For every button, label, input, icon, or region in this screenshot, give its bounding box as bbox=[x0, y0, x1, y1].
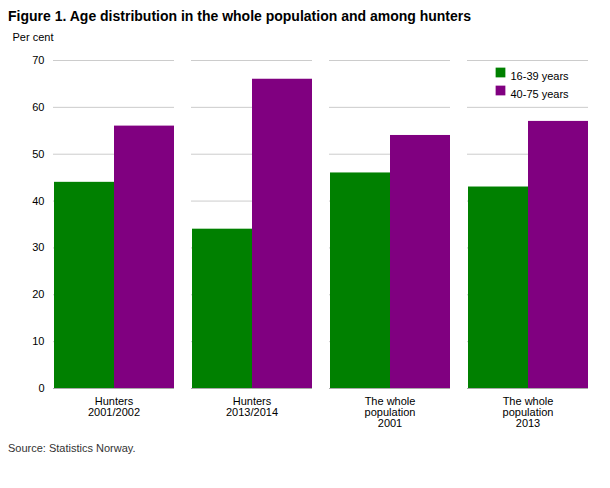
svg-text:Hunters2013/2014: Hunters2013/2014 bbox=[226, 395, 278, 418]
svg-text:16-39 years: 16-39 years bbox=[511, 70, 570, 82]
svg-text:30: 30 bbox=[32, 241, 44, 253]
svg-text:50: 50 bbox=[32, 148, 44, 160]
svg-text:40-75 years: 40-75 years bbox=[511, 88, 570, 100]
svg-text:70: 70 bbox=[32, 54, 44, 66]
svg-text:20: 20 bbox=[32, 288, 44, 300]
html-text:Source: Statistics Norway.: Source: Statistics Norway. bbox=[8, 442, 136, 454]
svg-text:10: 10 bbox=[32, 335, 44, 347]
svg-text:Hunters2001/2002: Hunters2001/2002 bbox=[88, 395, 140, 418]
svg-text:The wholepopulation2013: The wholepopulation2013 bbox=[503, 395, 554, 429]
svg-text:60: 60 bbox=[32, 101, 44, 113]
svg-text:0: 0 bbox=[38, 382, 44, 394]
html-text:Figure 1. Age distribution in: Figure 1. Age distribution in the whole … bbox=[8, 8, 471, 24]
svg-text:Per cent: Per cent bbox=[13, 31, 54, 43]
svg-text:40: 40 bbox=[32, 195, 44, 207]
svg-text:The wholepopulation2001: The wholepopulation2001 bbox=[365, 395, 416, 429]
